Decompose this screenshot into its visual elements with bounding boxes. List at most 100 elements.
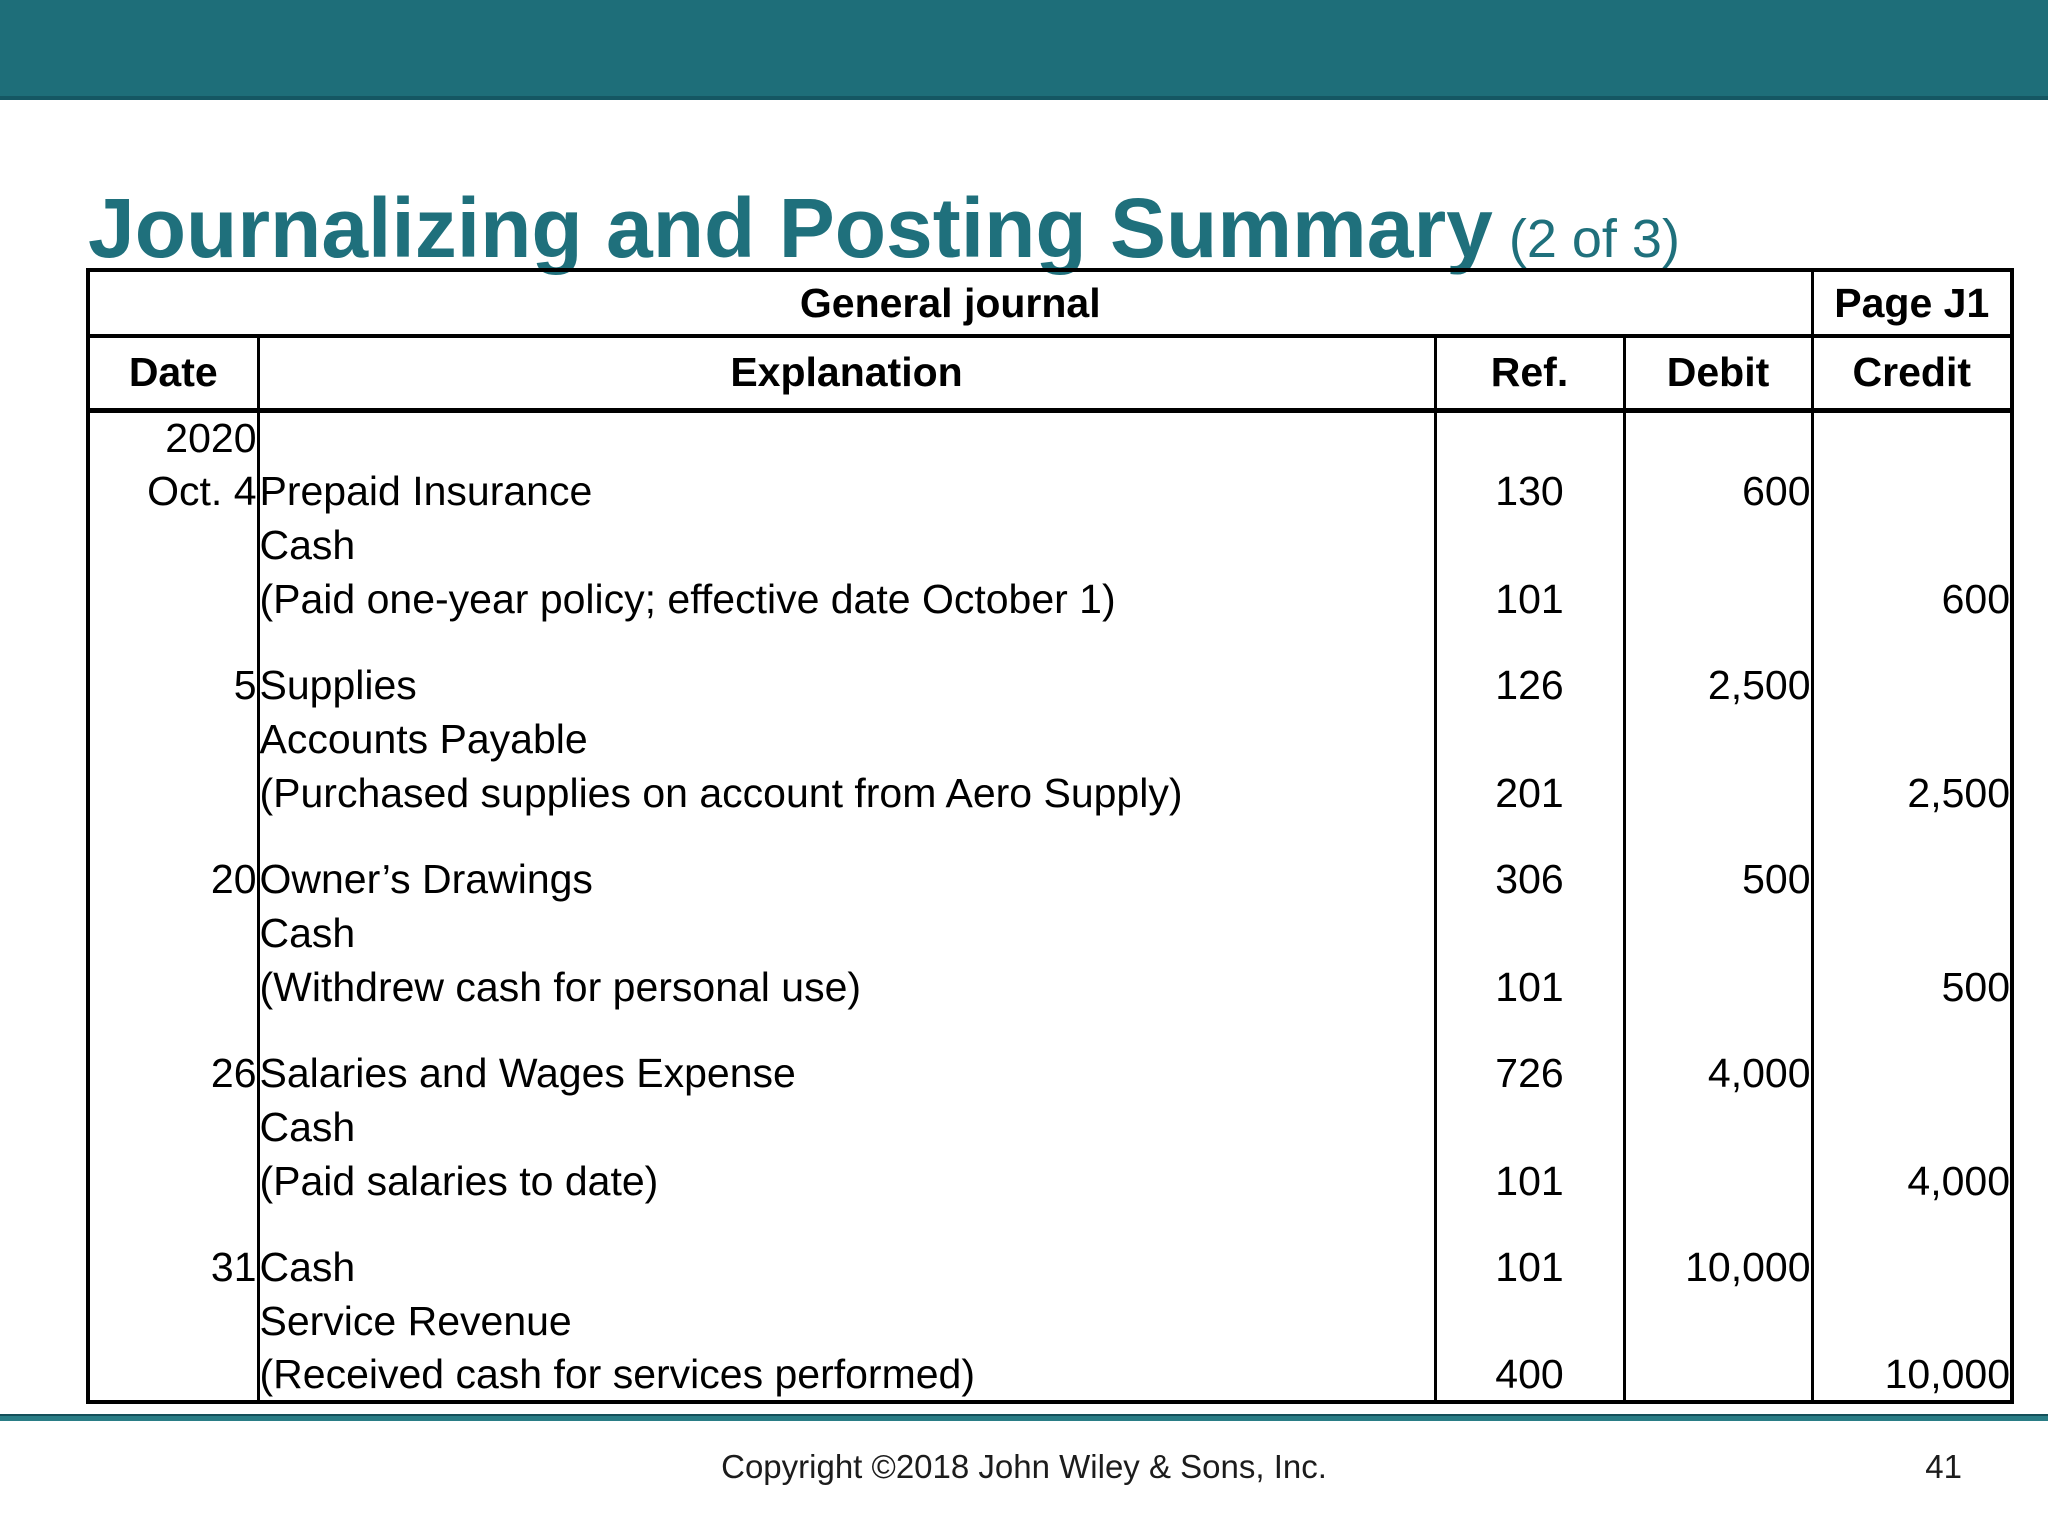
debit-cell: 500 [1622, 852, 1813, 906]
credit-cell [1810, 712, 2013, 766]
journal-row [88, 820, 2013, 852]
debit-cell [1622, 712, 1813, 766]
ref-cell: 201 [1433, 766, 1624, 820]
ref-cell [1433, 820, 1624, 852]
debit-cell [1622, 626, 1813, 658]
ref-cell: 400 [1433, 1348, 1624, 1402]
ref-cell: 101 [1433, 1240, 1624, 1294]
debit-cell: 2,500 [1622, 658, 1813, 712]
debit-cell [1622, 572, 1813, 626]
journal-column-header-row: Date Explanation Ref. Debit Credit [88, 336, 2013, 413]
credit-cell: 4,000 [1810, 1154, 2013, 1208]
explanation-cell: Accounts Payable [256, 712, 1435, 766]
journal-row: (Purchased supplies on account from Aero… [88, 766, 2013, 820]
ref-cell: 306 [1433, 852, 1624, 906]
ref-cell: 101 [1433, 1154, 1624, 1208]
date-cell [88, 572, 258, 626]
debit-cell [1622, 820, 1813, 852]
date-cell: Oct. 4 [147, 467, 257, 514]
page-title: Journalizing and Posting Summary (2 of 3) [88, 182, 1680, 274]
debit-cell [1622, 410, 1813, 464]
date-cell [88, 1100, 258, 1154]
date-cell [88, 906, 258, 960]
journal-header: General journal Page J1 Date Explanation… [88, 270, 2013, 413]
date-cell [88, 960, 258, 1014]
journal-row: 31 Cash 101 10,000 [88, 1240, 2013, 1294]
explanation-cell: Prepaid Insurance [256, 464, 1435, 518]
col-header-ref: Ref. [1433, 336, 1624, 413]
copyright-text: Copyright ©2018 John Wiley & Sons, Inc. [721, 1448, 1327, 1485]
explanation-cell: (Paid one-year policy; effective date Oc… [256, 572, 1435, 626]
credit-cell [1810, 464, 2013, 518]
ref-cell [1433, 1100, 1624, 1154]
page-number: 41 [1925, 1448, 1962, 1485]
date-cell: 2020 [165, 414, 257, 461]
ref-cell [1433, 626, 1624, 658]
ref-cell [1433, 1294, 1624, 1348]
date-cell [88, 626, 258, 658]
debit-cell: 600 [1622, 464, 1813, 518]
credit-cell [1810, 518, 2013, 572]
ref-cell: 101 [1433, 572, 1624, 626]
credit-cell: 600 [1810, 572, 2013, 626]
date-cell [88, 1154, 258, 1208]
credit-cell [1810, 1014, 2013, 1046]
date-cell: 31 [210, 1243, 257, 1290]
date-cell: 26 [210, 1049, 257, 1096]
explanation-cell: Cash [256, 1100, 1435, 1154]
date-cell [88, 1014, 258, 1046]
debit-cell: 10,000 [1622, 1240, 1813, 1294]
journal-row: Cash [88, 906, 2013, 960]
journal-row [88, 626, 2013, 658]
journal-row: (Withdrew cash for personal use) 101 500 [88, 960, 2013, 1014]
credit-cell [1810, 906, 2013, 960]
ref-cell: 101 [1433, 960, 1624, 1014]
ref-cell [1433, 906, 1624, 960]
page-title-suffix: (2 of 3) [1508, 209, 1680, 270]
credit-cell: 10,000 [1810, 1348, 2013, 1402]
credit-cell [1810, 1208, 2013, 1240]
top-banner [0, 0, 2048, 100]
debit-cell [1622, 1014, 1813, 1046]
col-header-explanation: Explanation [256, 336, 1435, 413]
explanation-cell: Supplies [256, 658, 1435, 712]
credit-cell [1810, 410, 2013, 464]
date-cell: 20 [210, 855, 257, 902]
explanation-cell: (Withdrew cash for personal use) [256, 960, 1435, 1014]
explanation-cell: (Paid salaries to date) [256, 1154, 1435, 1208]
journal-row: Cash [88, 518, 2013, 572]
explanation-cell: Salaries and Wages Expense [256, 1046, 1435, 1100]
journal-row: (Received cash for services performed) 40… [88, 1348, 2013, 1402]
journal-row [88, 1208, 2013, 1240]
date-cell [88, 1294, 258, 1348]
journal-page-label: Page J1 [1810, 270, 2013, 338]
ref-cell [1433, 712, 1624, 766]
debit-cell [1622, 960, 1813, 1014]
ref-cell [1433, 1208, 1624, 1240]
footer-accent-rule [0, 1414, 2048, 1421]
ref-cell [1433, 518, 1624, 572]
credit-cell: 2,500 [1810, 766, 2013, 820]
explanation-cell: (Received cash for services performed) [256, 1348, 1435, 1402]
ref-cell [1433, 410, 1624, 464]
journal-row: 2020 [88, 410, 2013, 464]
debit-cell [1622, 1348, 1813, 1402]
journal-title-row: General journal Page J1 [88, 270, 2013, 338]
general-journal-table: General journal Page J1 Date Explanation… [86, 268, 2015, 1404]
journal-row: (Paid one-year policy; effective date Oc… [88, 572, 2013, 626]
explanation-cell [256, 1014, 1435, 1046]
debit-cell [1622, 1294, 1813, 1348]
credit-cell [1810, 1240, 2013, 1294]
date-cell: 5 [233, 661, 257, 708]
page-title-text: Journalizing and Posting Summary [88, 181, 1493, 276]
explanation-cell: (Purchased supplies on account from Aero… [256, 766, 1435, 820]
date-cell [88, 1208, 258, 1240]
journal-title: General journal [88, 270, 1813, 338]
credit-cell [1810, 852, 2013, 906]
debit-cell [1622, 766, 1813, 820]
explanation-cell: Cash [256, 1240, 1435, 1294]
explanation-cell [256, 1208, 1435, 1240]
ref-cell: 130 [1433, 464, 1624, 518]
explanation-cell [256, 410, 1435, 464]
col-header-date: Date [88, 336, 258, 413]
